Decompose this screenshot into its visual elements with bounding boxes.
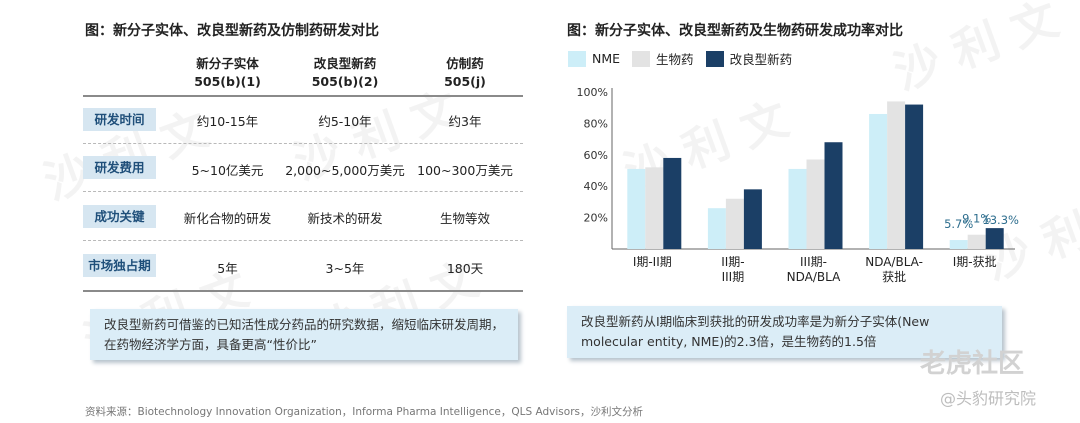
y-tick-label: 20%: [584, 212, 608, 225]
right-note-line: 改良型新药从I期临床到获批的研发成功率是为新分子实体(New: [581, 314, 930, 329]
bar-0-0: [627, 168, 646, 249]
column-header-line: 仿制药: [446, 56, 484, 71]
table-cell: 约3年: [448, 114, 482, 129]
column-header-line: 改良型新药: [313, 56, 377, 71]
table-cell: 5年: [217, 261, 238, 276]
table-bottom-rule: [83, 290, 523, 292]
x-tick-label: 获批: [882, 269, 906, 284]
legend-swatch: [705, 50, 724, 67]
table-cell: 约5-10年: [318, 114, 372, 129]
x-tick-label: I期-获批: [953, 254, 997, 269]
y-tick-label: 40%: [584, 180, 608, 193]
table-cell: 约10-15年: [196, 114, 259, 129]
y-tick-label: 100%: [577, 86, 608, 99]
right-panel-title: 图：新分子实体、改良型新药及生物药研发成功率对比: [567, 23, 903, 39]
legend-label: 改良型新药: [729, 52, 793, 67]
table-cell: 2,000~5,000万美元: [285, 163, 405, 178]
row-divider: [83, 240, 523, 241]
row-divider: [83, 191, 523, 192]
table-cell: 生物等效: [439, 211, 490, 226]
legend-label: 生物药: [656, 52, 694, 67]
x-tick-label: II期-: [721, 255, 744, 269]
bar-0-2: [788, 168, 807, 249]
brand-account: @头豹研究院: [940, 389, 1037, 408]
bar-1-0: [645, 167, 664, 249]
bar-2-0: [663, 157, 682, 249]
brand-logo-text: 老虎社区: [920, 349, 1025, 379]
legend-label: NME: [592, 51, 621, 66]
bar-2-1: [743, 189, 762, 249]
bar-1-2: [806, 159, 825, 249]
chart-legend: NME 生物药 改良型新药: [568, 49, 804, 68]
x-tick-label: III期-: [800, 255, 827, 269]
column-header-improved: 改良型新药 505(b)(2): [280, 55, 410, 91]
x-tick-label: NDA/BLA: [787, 270, 841, 284]
legend-item-nme: NME: [568, 50, 621, 67]
bar-1-3: [887, 101, 906, 249]
column-header-line: 505(b)(2): [311, 74, 379, 89]
bar-1-4: [967, 234, 986, 249]
bar-2-3: [905, 104, 924, 249]
column-header-line: 505(j): [444, 74, 486, 89]
legend-swatch: [568, 50, 586, 67]
row-divider: [83, 143, 523, 144]
bar-0-4: [949, 240, 968, 249]
right-note-box: 改良型新药从I期临床到获批的研发成功率是为新分子实体(New molecular…: [567, 306, 1002, 358]
table-cell: 180天: [446, 261, 484, 276]
row-label-exclusivity: 市场独占期: [83, 254, 156, 277]
column-header-generic: 仿制药 505(j): [405, 55, 525, 91]
column-header-line: 新分子实体: [196, 56, 259, 71]
table-cell: 新技术的研发: [307, 211, 383, 226]
data-label: 5.7%: [944, 217, 973, 231]
y-tick-label: 80%: [584, 117, 608, 130]
row-label-dev-time: 研发时间: [83, 108, 156, 131]
right-note-line: molecular entity, NME)的2.3倍，是生物药的1.5倍: [581, 334, 877, 349]
column-header-nme: 新分子实体 505(b)(1): [165, 55, 290, 91]
legend-item-biologic: 生物药: [632, 49, 694, 68]
left-panel-title: 图：新分子实体、改良型新药及仿制药研发对比: [85, 23, 379, 39]
x-tick-label: III期: [722, 270, 745, 284]
bar-0-3: [869, 113, 888, 249]
source-note: 资料来源：Biotechnology Innovation Organizati…: [85, 406, 643, 418]
row-label-dev-cost: 研发费用: [83, 156, 156, 179]
table-header-rule: [83, 95, 523, 97]
bar-chart: 20%40%60%80%100%I期-II期 II期-III期III期-NDA/B…: [577, 86, 1019, 284]
legend-swatch: [632, 50, 651, 67]
data-label: 9.1%: [962, 212, 991, 226]
left-note-box: 改良型新药可借鉴的已知活性成分药品的研究数据，缩短临床研发周期，在药物经济学方面…: [90, 309, 518, 360]
y-tick-label: 60%: [584, 149, 608, 162]
table-cell: 100~300万美元: [417, 163, 513, 178]
bar-0-1: [707, 208, 726, 249]
x-tick-label: I期-II期: [633, 255, 672, 269]
table-cell: 新化合物的研发: [183, 211, 272, 226]
bar-1-1: [725, 198, 744, 249]
column-header-line: 505(b)(1): [194, 74, 261, 89]
data-label: 13.3%: [982, 213, 1019, 227]
table-cell: 3~5年: [325, 261, 365, 276]
bar-2-2: [824, 142, 843, 249]
x-tick-label: NDA/BLA-: [865, 255, 923, 269]
bar-2-4: [985, 228, 1004, 249]
row-label-success-key: 成功关键: [83, 205, 156, 228]
table-cell: 5~10亿美元: [191, 163, 264, 178]
legend-item-improved: 改良型新药: [705, 49, 793, 68]
